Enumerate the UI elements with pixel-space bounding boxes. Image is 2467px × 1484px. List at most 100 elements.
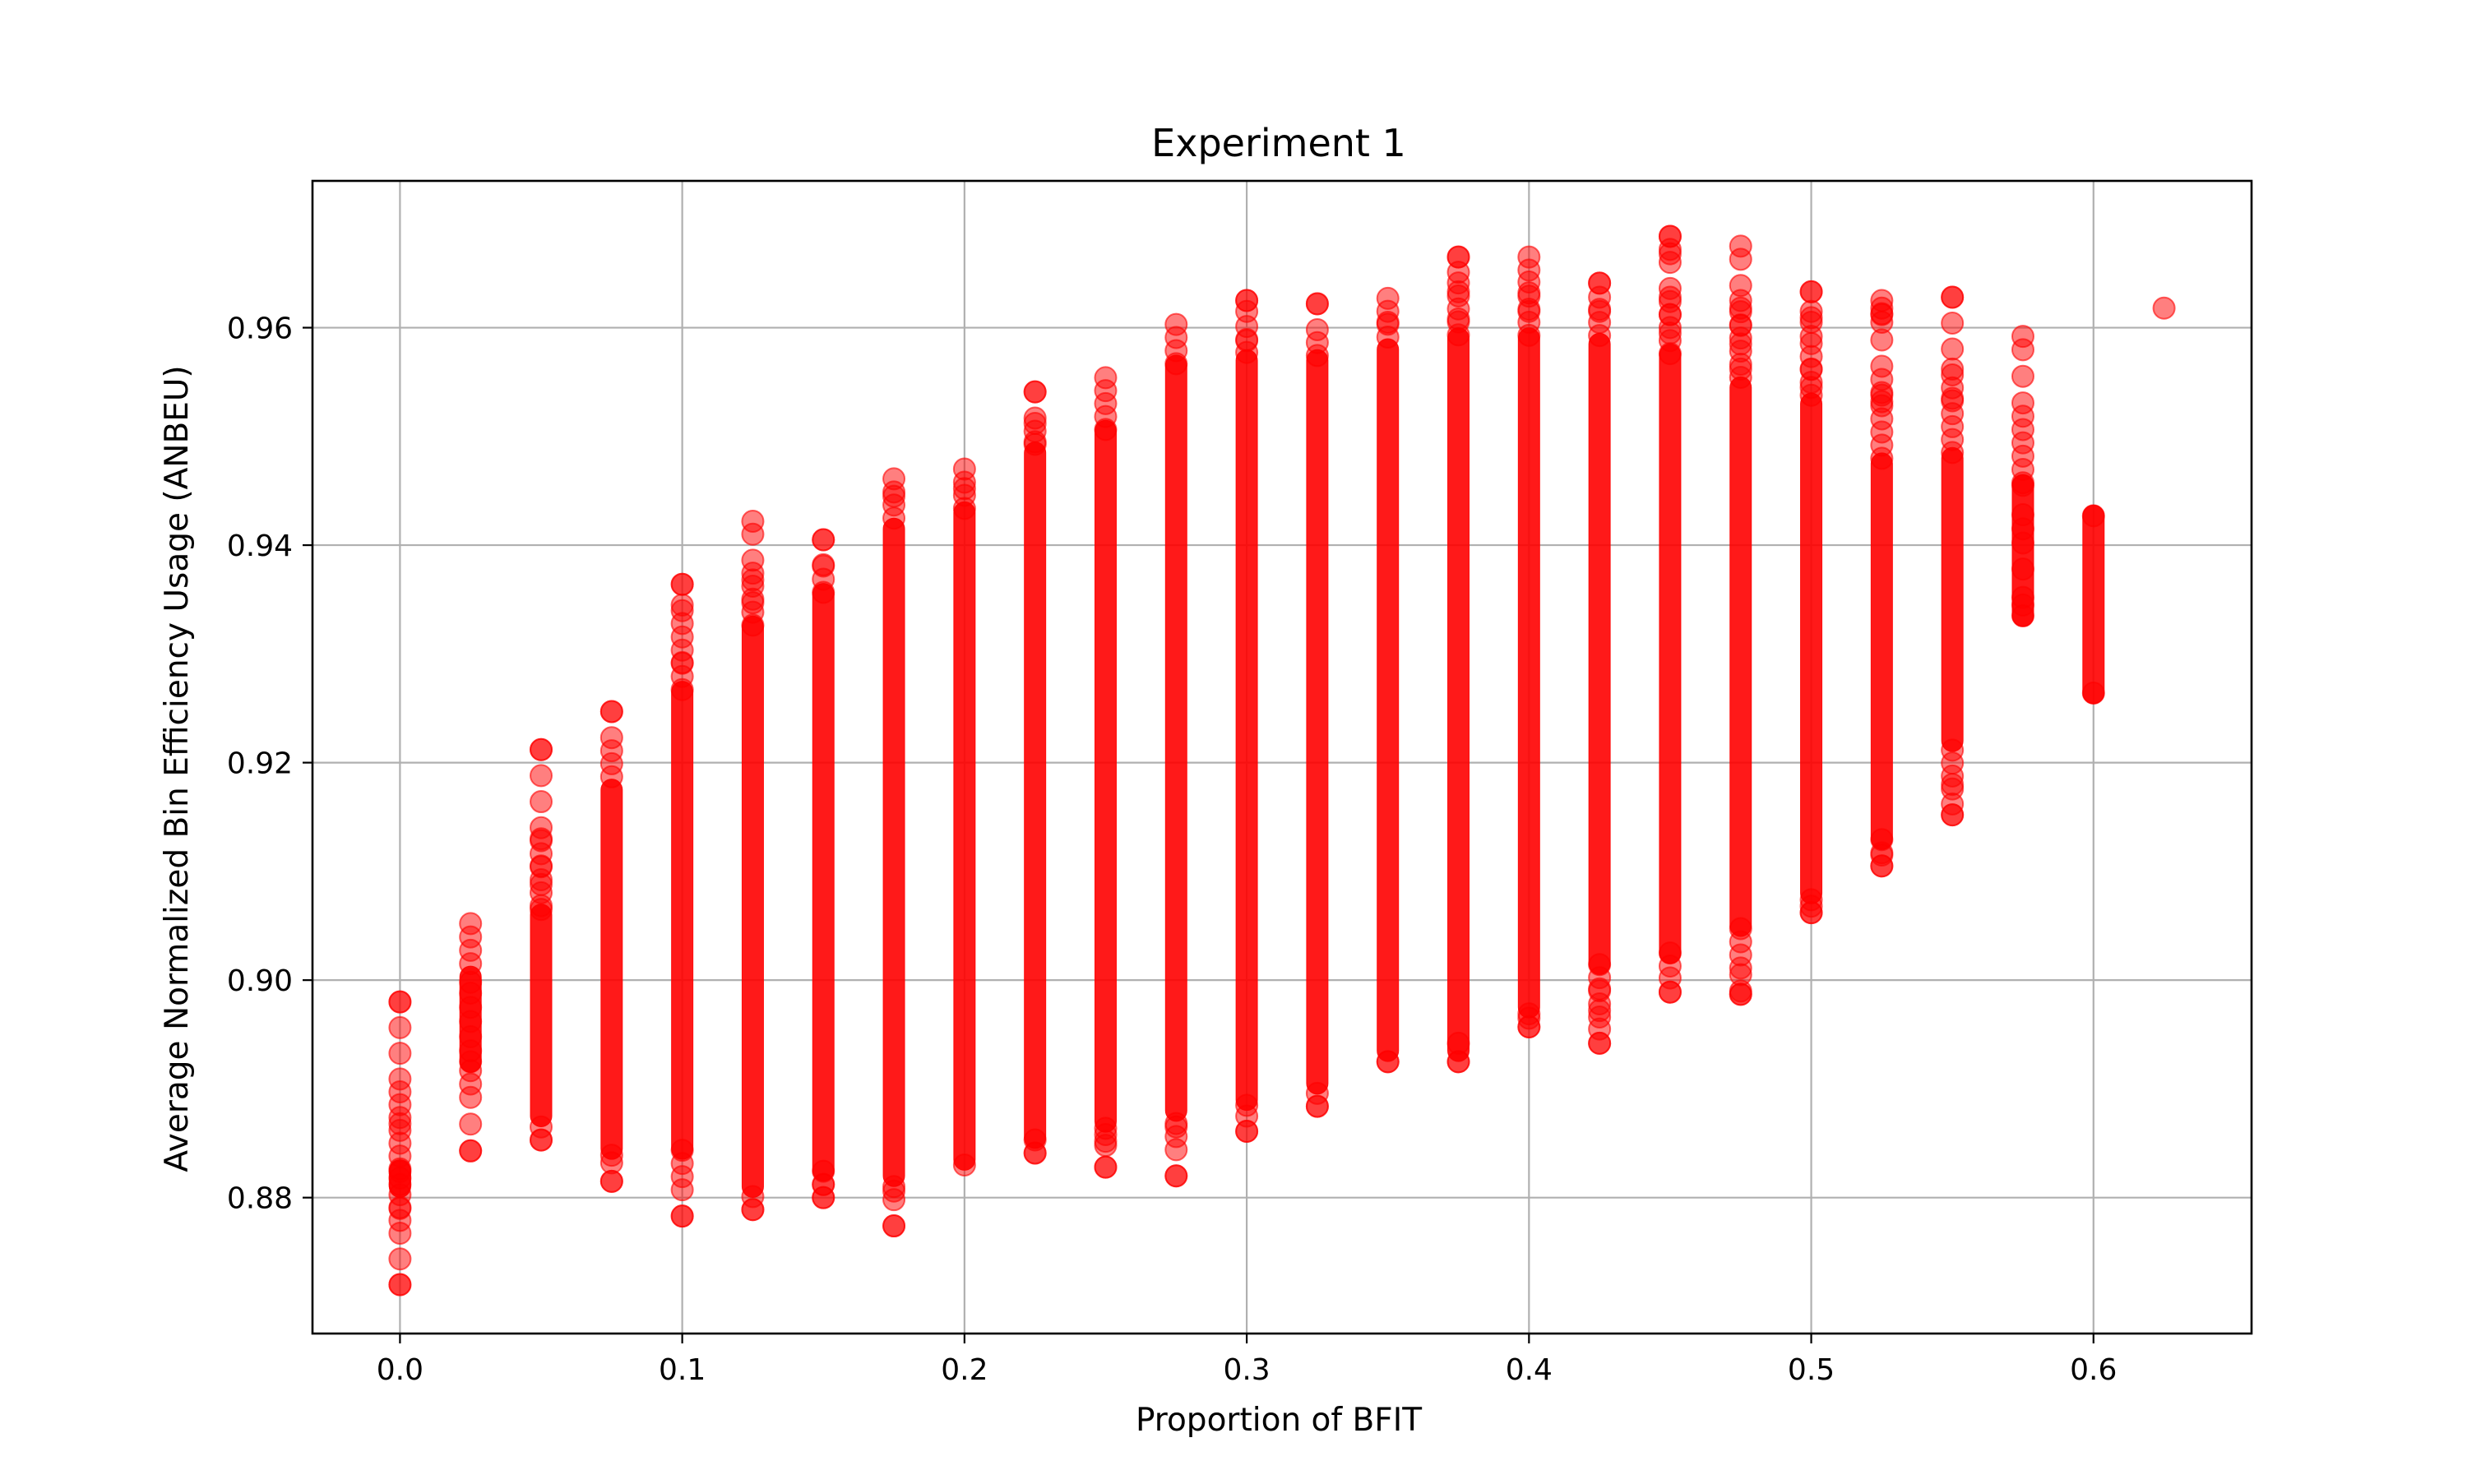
data-point bbox=[2011, 557, 2034, 581]
data-point bbox=[1658, 966, 1682, 990]
data-point bbox=[1446, 1031, 1470, 1055]
data-point bbox=[2081, 504, 2105, 528]
data-point bbox=[1941, 773, 1965, 797]
data-point bbox=[670, 572, 694, 596]
data-point bbox=[1517, 245, 1541, 269]
data-point bbox=[1941, 738, 1965, 762]
point-column bbox=[882, 517, 905, 1187]
data-point bbox=[670, 650, 694, 674]
data-point bbox=[1023, 411, 1047, 435]
data-point bbox=[952, 477, 976, 501]
data-point bbox=[459, 1139, 483, 1163]
point-column bbox=[2082, 504, 2105, 705]
data-point bbox=[388, 1247, 412, 1271]
data-point bbox=[1870, 354, 1894, 378]
data-point bbox=[741, 548, 765, 572]
data-point bbox=[741, 509, 765, 533]
data-point bbox=[1941, 792, 1965, 816]
y-tick-label: 0.90 bbox=[227, 964, 293, 998]
data-point bbox=[2011, 585, 2034, 609]
data-point bbox=[388, 1196, 412, 1220]
data-point bbox=[388, 1112, 412, 1135]
data-point bbox=[1870, 289, 1894, 312]
data-point bbox=[1729, 289, 1752, 312]
data-point bbox=[530, 827, 553, 851]
point-column bbox=[1941, 446, 1964, 752]
data-point bbox=[1235, 329, 1259, 353]
y-tick-label: 0.94 bbox=[227, 529, 293, 563]
data-point bbox=[599, 1151, 623, 1175]
data-point bbox=[1446, 280, 1470, 303]
data-point bbox=[530, 764, 553, 788]
plot-frame bbox=[311, 179, 2253, 1335]
data-point bbox=[1517, 1006, 1541, 1030]
data-point bbox=[599, 726, 623, 750]
data-point bbox=[2011, 364, 2034, 388]
point-column bbox=[1235, 349, 1258, 1112]
data-point bbox=[670, 1204, 694, 1228]
point-column bbox=[1306, 349, 1329, 1095]
y-axis-label: Average Normalized Bin Efficiency Usage … bbox=[159, 365, 196, 1172]
x-tick-label: 0.6 bbox=[2070, 1353, 2117, 1387]
point-column bbox=[812, 583, 835, 1182]
data-point bbox=[882, 467, 906, 491]
data-point bbox=[1941, 337, 1965, 361]
chart-title: Experiment 1 bbox=[1151, 121, 1406, 165]
data-point bbox=[952, 1153, 976, 1177]
data-point bbox=[2152, 296, 2176, 320]
data-point bbox=[1094, 366, 1118, 390]
point-column bbox=[1377, 338, 1400, 1062]
data-points bbox=[388, 224, 2176, 1297]
point-column bbox=[1517, 327, 1540, 1019]
data-point bbox=[1658, 941, 1682, 965]
data-point bbox=[1729, 917, 1752, 941]
data-point bbox=[1376, 1050, 1400, 1074]
x-axis-label: Proportion of BFIT bbox=[1136, 1402, 1422, 1439]
data-point bbox=[1729, 357, 1752, 381]
data-point bbox=[1658, 224, 1682, 248]
data-point bbox=[1588, 977, 1612, 1001]
y-tick-label: 0.96 bbox=[227, 312, 293, 346]
data-point bbox=[1235, 1104, 1259, 1128]
data-point bbox=[1094, 1122, 1118, 1146]
data-point bbox=[1799, 895, 1823, 918]
data-point bbox=[1305, 317, 1329, 341]
point-column bbox=[1588, 332, 1611, 975]
data-point bbox=[670, 593, 694, 617]
x-tick-label: 0.3 bbox=[1223, 1353, 1270, 1387]
data-point bbox=[2011, 503, 2034, 527]
data-point bbox=[388, 1067, 412, 1091]
point-column bbox=[1800, 392, 1823, 904]
data-point bbox=[882, 1214, 906, 1238]
data-point bbox=[530, 737, 553, 761]
data-point bbox=[1941, 357, 1965, 381]
data-point bbox=[1799, 299, 1823, 323]
data-point bbox=[1799, 357, 1823, 381]
x-tick-label: 0.5 bbox=[1788, 1353, 1835, 1387]
x-tick-label: 0.2 bbox=[941, 1353, 988, 1387]
data-point bbox=[2011, 325, 2034, 349]
data-point bbox=[1305, 292, 1329, 316]
data-point bbox=[1517, 270, 1541, 294]
data-point bbox=[1588, 999, 1612, 1023]
y-tick-label: 0.92 bbox=[227, 747, 293, 781]
data-point bbox=[388, 1159, 412, 1183]
data-point bbox=[530, 1128, 553, 1152]
data-point bbox=[2011, 391, 2034, 415]
y-tick-label: 0.88 bbox=[227, 1182, 293, 1216]
point-column bbox=[1729, 376, 1752, 937]
data-point bbox=[1446, 245, 1470, 269]
data-point bbox=[952, 457, 976, 481]
point-column bbox=[1094, 419, 1117, 1133]
data-point bbox=[670, 1139, 694, 1163]
data-point bbox=[530, 790, 553, 814]
data-point bbox=[459, 912, 483, 936]
data-point bbox=[812, 552, 835, 576]
data-point bbox=[1305, 1094, 1329, 1118]
x-tick-label: 0.0 bbox=[377, 1353, 424, 1387]
data-point bbox=[741, 568, 765, 592]
data-point bbox=[1870, 383, 1894, 407]
point-column bbox=[1164, 354, 1187, 1122]
point-column bbox=[953, 501, 976, 1171]
